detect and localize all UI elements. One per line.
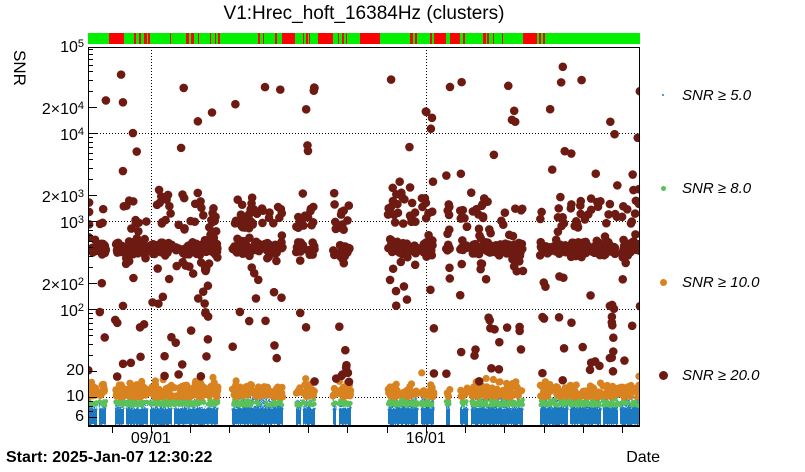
legend-item-label: SNR ≥ 20.0 bbox=[682, 366, 760, 384]
status-segment-off bbox=[462, 33, 465, 44]
legend-item-label: SNR ≥ 5.0 bbox=[682, 86, 752, 104]
status-segment-off bbox=[493, 33, 495, 44]
x-axis-day-tick bbox=[504, 427, 506, 433]
status-segment-off bbox=[487, 33, 489, 44]
x-axis-day-tick bbox=[465, 427, 467, 433]
y-axis-title: SNR bbox=[10, 50, 29, 86]
status-segment-off bbox=[218, 33, 221, 44]
y-axis-tick-label: 102 bbox=[60, 302, 84, 320]
legend-item: SNR ≥ 10.0 bbox=[653, 272, 759, 292]
status-segment-off bbox=[108, 33, 124, 44]
x-axis-day-tick bbox=[111, 427, 113, 433]
x-axis-day-tick bbox=[543, 427, 545, 433]
y-axis-tick-label: 10 bbox=[66, 388, 84, 405]
x-axis-day-tick bbox=[190, 427, 192, 433]
legend-item: SNR ≥ 8.0 bbox=[653, 178, 751, 198]
legend-marker-icon bbox=[653, 94, 673, 96]
status-segment-off bbox=[542, 33, 546, 44]
status-segment-off bbox=[143, 33, 148, 44]
scatter-plot-canvas bbox=[88, 47, 640, 427]
status-segment-off bbox=[318, 33, 334, 44]
status-segment-off bbox=[262, 33, 265, 44]
x-axis-day-tick bbox=[425, 427, 427, 433]
y-axis-tick-label: 2×104 bbox=[41, 99, 84, 118]
status-segment-off bbox=[538, 33, 542, 44]
status-segment-off bbox=[306, 33, 309, 44]
status-segment-off bbox=[214, 33, 217, 44]
status-segment-off bbox=[133, 33, 137, 44]
status-segment-off bbox=[430, 33, 432, 44]
status-segment-off bbox=[409, 33, 414, 44]
legend-item: SNR ≥ 5.0 bbox=[653, 85, 751, 105]
legend-item: SNR ≥ 20.0 bbox=[653, 365, 759, 385]
start-time-label: Start: 2025-Jan-07 12:30:22 bbox=[6, 449, 213, 466]
status-segment-off bbox=[345, 33, 347, 44]
status-segment-off bbox=[341, 33, 345, 44]
y-axis-tick-label: 105 bbox=[60, 38, 84, 56]
plot-area bbox=[88, 47, 640, 427]
x-axis-title: Date bbox=[626, 449, 660, 466]
status-segment-off bbox=[450, 33, 461, 44]
y-axis-tick-label: 2×102 bbox=[41, 275, 84, 294]
status-segment-off bbox=[338, 33, 340, 44]
legend-marker-icon bbox=[653, 185, 673, 191]
status-segment-off bbox=[258, 33, 261, 44]
y-axis-tick-label: 2×103 bbox=[41, 187, 84, 206]
x-axis-tick-label: 09/01 bbox=[130, 430, 171, 447]
y-axis-tick-label: 104 bbox=[60, 126, 84, 144]
status-strip bbox=[88, 33, 640, 44]
x-axis-day-tick bbox=[347, 427, 349, 433]
x-axis-day-tick bbox=[229, 427, 231, 433]
status-segment-off bbox=[360, 33, 380, 44]
legend-item-label: SNR ≥ 8.0 bbox=[682, 179, 752, 197]
x-axis-day-tick bbox=[268, 427, 270, 433]
status-segment-off bbox=[138, 33, 141, 44]
y-axis-tick-label: 103 bbox=[60, 214, 84, 232]
x-axis-day-tick bbox=[622, 427, 624, 433]
status-segment-off bbox=[414, 33, 417, 44]
status-segment-off bbox=[302, 33, 304, 44]
status-segment-off bbox=[148, 33, 150, 44]
status-segment-off bbox=[281, 33, 295, 44]
x-axis-day-tick bbox=[308, 427, 310, 433]
status-segment-off bbox=[186, 33, 189, 44]
status-segment-off bbox=[522, 33, 537, 44]
legend-item-label: SNR ≥ 10.0 bbox=[682, 273, 760, 291]
status-segment-off bbox=[502, 33, 504, 44]
x-axis-day-tick bbox=[386, 427, 388, 433]
x-axis-day-tick bbox=[150, 427, 152, 433]
page-title: V1:Hrec_hoft_16384Hz (clusters) bbox=[223, 3, 505, 24]
status-segment-off bbox=[170, 33, 172, 44]
status-segment-off bbox=[434, 33, 447, 44]
legend-marker-icon bbox=[653, 278, 673, 286]
status-segment-off bbox=[197, 33, 199, 44]
legend-marker-icon bbox=[653, 370, 673, 380]
status-segment-off bbox=[209, 33, 212, 44]
y-axis-tick-label: 6 bbox=[75, 407, 84, 425]
x-axis-day-tick bbox=[583, 427, 585, 433]
x-axis-tick-label: 16/01 bbox=[405, 430, 446, 447]
status-segment-off bbox=[483, 33, 486, 44]
status-segment-off bbox=[191, 33, 194, 44]
status-segment-off bbox=[275, 33, 277, 44]
y-axis-tick-label: 20 bbox=[66, 361, 84, 379]
status-segment-off bbox=[308, 33, 310, 44]
